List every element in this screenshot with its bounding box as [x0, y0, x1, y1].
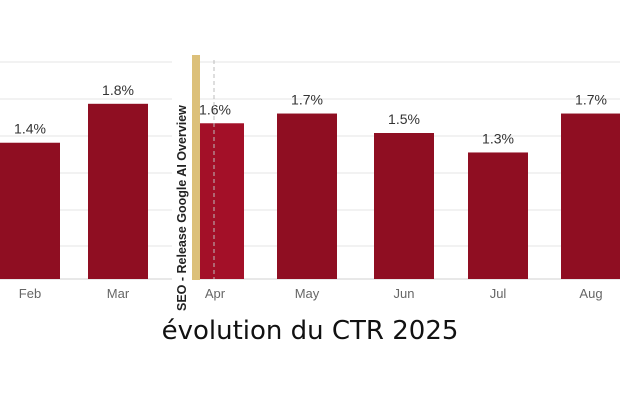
bar-apr — [200, 123, 244, 280]
value-label: 1.7% — [291, 92, 323, 108]
bars — [0, 103, 620, 280]
annotation-label: SEO - Release Google AI Overview — [175, 105, 189, 311]
annotation-band — [192, 55, 200, 280]
chart-caption: évolution du CTR 2025 — [161, 316, 459, 346]
bar-may — [277, 113, 337, 280]
x-tick-labels: Feb Mar Apr May Jun Jul Aug — [19, 286, 603, 301]
bar-jun — [374, 133, 434, 279]
bar-feb — [0, 142, 60, 279]
release-annotation: SEO - Release Google AI Overview — [172, 55, 215, 315]
x-tick-label: Apr — [205, 286, 226, 301]
annotation-label-background — [172, 55, 192, 315]
bar-mar — [88, 103, 148, 279]
value-label: 1.3% — [482, 130, 514, 146]
x-tick-label: Feb — [19, 286, 41, 301]
value-label: 1.5% — [388, 111, 420, 127]
x-tick-label: Mar — [107, 286, 130, 301]
x-tick-label: Jun — [394, 286, 415, 301]
value-labels: 1.4% 1.8% 1.6% 1.7% 1.5% 1.3% 1.7% — [14, 82, 607, 147]
value-label: 1.8% — [102, 82, 134, 98]
value-label: 1.4% — [14, 121, 46, 137]
x-tick-label: Aug — [579, 286, 602, 301]
value-label: 1.6% — [199, 101, 231, 117]
bar-aug — [561, 113, 620, 280]
bar-jul — [468, 152, 528, 279]
x-tick-label: Jul — [490, 286, 507, 301]
value-label: 1.7% — [575, 92, 607, 108]
x-tick-label: May — [295, 286, 320, 301]
